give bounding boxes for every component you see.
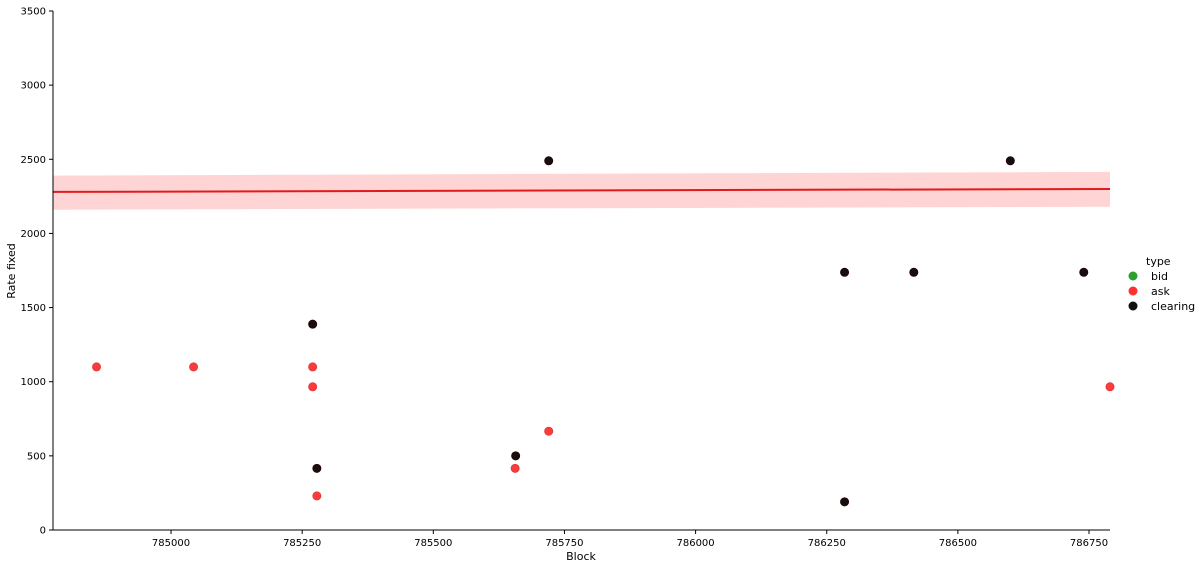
point-clearing-4: [544, 156, 554, 166]
legend-label-ask: ask: [1151, 285, 1170, 298]
y-axis: 0 500 1000 1500 2000 2500 3000 3500: [21, 7, 54, 537]
point-ask-1: [92, 362, 102, 372]
x-tick-label-4: 785750: [545, 538, 583, 549]
y-tick-label-5: 2000: [21, 229, 46, 240]
legend-marker-ask: [1128, 286, 1138, 296]
legend-marker-clearing: [1128, 301, 1138, 311]
point-clearing-9: [1079, 267, 1089, 277]
y-axis-title: Rate fixed: [5, 243, 18, 299]
plot-area: [52, 156, 1115, 507]
legend-label-bid: bid: [1151, 270, 1168, 283]
y-tick-label-8: 3500: [21, 7, 46, 18]
x-tick-label-2: 785250: [283, 538, 321, 549]
y-tick-label-4: 1500: [21, 303, 46, 314]
legend-marker-bid: [1128, 271, 1138, 281]
x-tick-label-6: 786250: [808, 538, 846, 549]
x-tick-label-8: 786750: [1070, 538, 1108, 549]
point-clearing-2: [312, 463, 322, 473]
point-clearing-7: [909, 267, 919, 277]
point-ask-2: [189, 362, 199, 372]
point-clearing-1: [308, 319, 318, 329]
point-ask-6: [510, 463, 520, 473]
regression-line: [52, 187, 1111, 193]
x-axis-title: Block: [566, 550, 596, 563]
point-ask-7: [544, 426, 554, 436]
point-ask-5: [312, 491, 322, 501]
legend-title: type: [1146, 255, 1171, 268]
y-tick-label-6: 2500: [21, 155, 46, 166]
point-clearing-8: [1005, 156, 1015, 166]
point-ask-8: [1105, 382, 1115, 392]
point-ask-3: [308, 362, 318, 372]
y-tick-label-7: 3000: [21, 81, 46, 92]
point-clearing-5: [840, 267, 850, 277]
x-tick-label-1: 785000: [152, 538, 190, 549]
y-tick-label-2: 500: [27, 451, 46, 462]
point-clearing-3: [511, 451, 521, 461]
x-tick-label-3: 785500: [414, 538, 452, 549]
y-tick-label-3: 1000: [21, 377, 46, 388]
x-axis: 785000 785250 785500 785750 786000 786250 7865…: [53, 529, 1110, 549]
point-clearing-6: [840, 497, 850, 507]
y-tick-label-1: 0: [40, 526, 46, 537]
point-ask-4: [308, 382, 318, 392]
legend: type bid ask clearing: [1128, 255, 1195, 313]
legend-label-clearing: clearing: [1151, 300, 1195, 313]
x-tick-label-7: 786500: [939, 538, 977, 549]
x-tick-label-5: 786000: [676, 538, 714, 549]
